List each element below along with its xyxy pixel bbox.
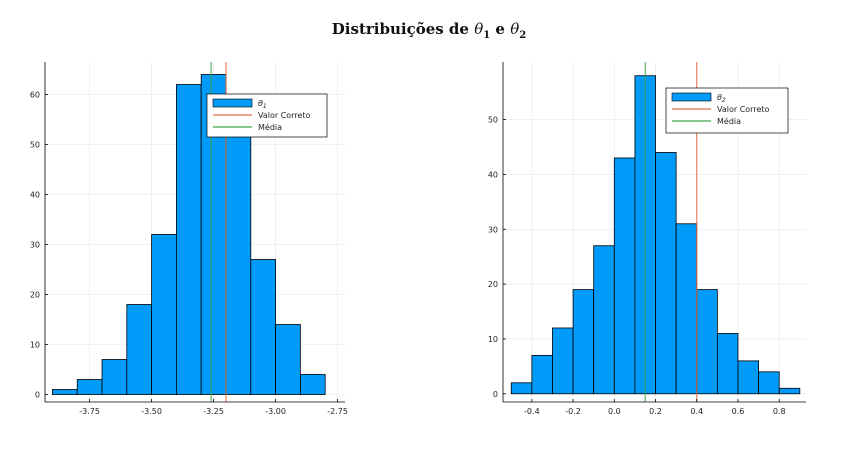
histogram-bar [696, 289, 718, 395]
histogram-bar [510, 382, 533, 395]
legend-swatch-bar [212, 98, 253, 108]
histogram-bar [225, 124, 252, 395]
histogram-bar [552, 327, 574, 395]
legend-label-theta: θ2 [717, 93, 726, 104]
legend-label-valor-correto: Valor Correto [258, 111, 311, 120]
histogram-bar [778, 387, 801, 395]
histogram-bar [655, 152, 677, 395]
legend-label-media: Média [717, 116, 741, 126]
y-tick-label: 50 [488, 116, 498, 125]
y-tick-label: 10 [30, 341, 40, 350]
title-sub1: 1 [483, 30, 491, 41]
legend-label-valor-correto: Valor Correto [717, 105, 770, 114]
histogram-bar [593, 245, 615, 395]
x-tick-label: -3.25 [203, 407, 224, 416]
histogram-bar [675, 223, 698, 395]
histogram-bar [758, 371, 780, 395]
histogram-bar [176, 84, 202, 395]
histogram-bar [572, 289, 595, 395]
histogram-theta2: -0.4 -0.2 0.0 0.2 0.4 0.6 0.8 0 10 20 30 40 50 θ2Valo… [488, 62, 806, 416]
x-tick-label: -3.50 [141, 407, 162, 416]
histogram-bar [52, 389, 78, 395]
title-theta2: θ [510, 20, 520, 38]
histogram-bar [101, 359, 128, 395]
figure-title: Distribuições de θ1 e θ2 [0, 20, 858, 41]
histogram-bar [716, 333, 739, 395]
x-tick-label: -0.4 [524, 407, 540, 416]
title-theta1: θ [474, 20, 484, 38]
histogram-bar [275, 324, 301, 395]
y-tick-label: 20 [30, 291, 40, 300]
x-tick-label: -3.00 [265, 407, 286, 416]
x-tick-label: -3.75 [79, 407, 100, 416]
legend-label-sub: 1 [263, 103, 267, 110]
y-tick-label: 50 [30, 141, 40, 150]
histogram-bar [76, 379, 103, 395]
y-tick-label: 0 [35, 391, 40, 400]
x-tick-label: 0.8 [773, 407, 786, 416]
x-tick-label: 0.2 [649, 407, 662, 416]
histogram-bar [613, 157, 636, 395]
y-tick-label: 0 [493, 390, 498, 399]
title-prefix: Distribuições de [331, 20, 475, 38]
title-mid: e [490, 20, 511, 38]
x-tick-label: -2.75 [327, 407, 348, 416]
y-tick-label: 30 [488, 225, 498, 234]
x-tick-label: 0.6 [732, 407, 745, 416]
histogram-bar [299, 374, 326, 395]
y-tick-label: 30 [30, 241, 40, 250]
y-tick-label: 60 [30, 91, 40, 100]
legend-swatch-bar [671, 92, 712, 102]
histogram-bar [737, 360, 759, 395]
histogram-bar [126, 304, 153, 395]
x-tick-label: 0.4 [690, 407, 703, 416]
histogram-bar [531, 354, 553, 395]
legend-label-theta: θ1 [258, 99, 267, 110]
histogram-bar [151, 234, 177, 395]
y-tick-label: 10 [488, 335, 498, 344]
title-sub2: 2 [519, 30, 527, 41]
legend-label-media: Média [258, 122, 282, 132]
x-tick-label: -0.2 [565, 407, 581, 416]
y-tick-label: 20 [488, 280, 498, 289]
y-tick-label: 40 [30, 191, 40, 200]
histogram-theta1: -3.75 -3.50 -3.25 -3.00 -2.75 0 10 20 30 40 50 60 θ1… [30, 62, 348, 416]
y-tick-label: 40 [488, 170, 498, 179]
histogram-bar [250, 259, 276, 395]
legend-label-sub: 2 [722, 97, 726, 104]
x-tick-label: 0.0 [608, 407, 621, 416]
